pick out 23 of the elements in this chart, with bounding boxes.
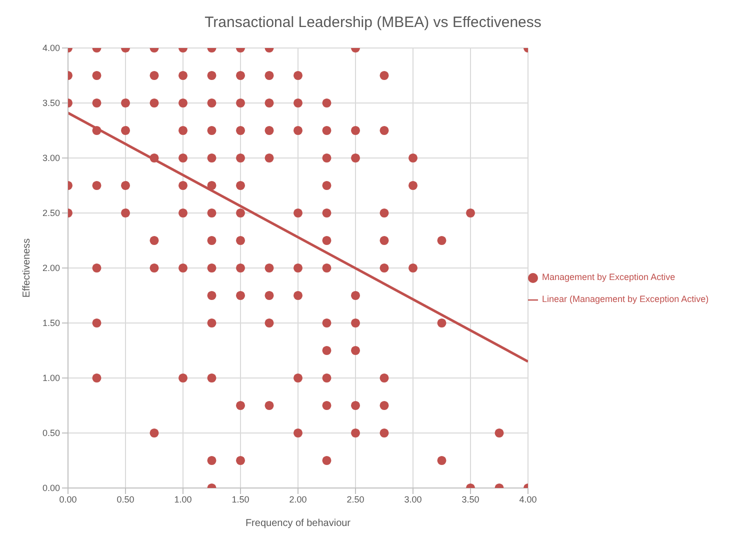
y-tick-label: 1.00: [42, 373, 60, 384]
x-axis-title: Frequency of behaviour: [245, 518, 352, 529]
legend-label: Linear (Management by Exception Active): [542, 294, 709, 304]
y-tick-label: 2.50: [42, 208, 60, 218]
x-tick-label: 2.50: [346, 494, 364, 504]
y-tick-label: 0.00: [42, 483, 60, 494]
x-tick-label: 1.50: [232, 494, 250, 504]
x-tick-label: 0.00: [59, 494, 77, 504]
y-tick-label: 0.50: [42, 428, 60, 438]
y-tick-label: 2.00: [42, 263, 60, 274]
x-tick-label: 4.00: [519, 494, 537, 504]
legend-label: Management by Exception Active: [542, 272, 676, 282]
y-tick-label: 3.00: [42, 153, 60, 164]
y-tick-label: 3.50: [42, 98, 60, 108]
chart-title: Transactional Leadership (MBEA) vs Effectiveness: [204, 13, 542, 33]
y-tick-label: 1.50: [42, 318, 60, 328]
x-tick-label: 2.00: [289, 494, 307, 504]
x-tick-label: 1.00: [174, 494, 192, 504]
x-tick-label: 0.50: [116, 494, 134, 504]
y-tick-label: 4.00: [42, 43, 60, 54]
y-axis-title: Effectiveness: [22, 238, 33, 298]
x-tick-label: 3.50: [462, 494, 480, 504]
x-tick-label: 3.00: [404, 494, 422, 504]
